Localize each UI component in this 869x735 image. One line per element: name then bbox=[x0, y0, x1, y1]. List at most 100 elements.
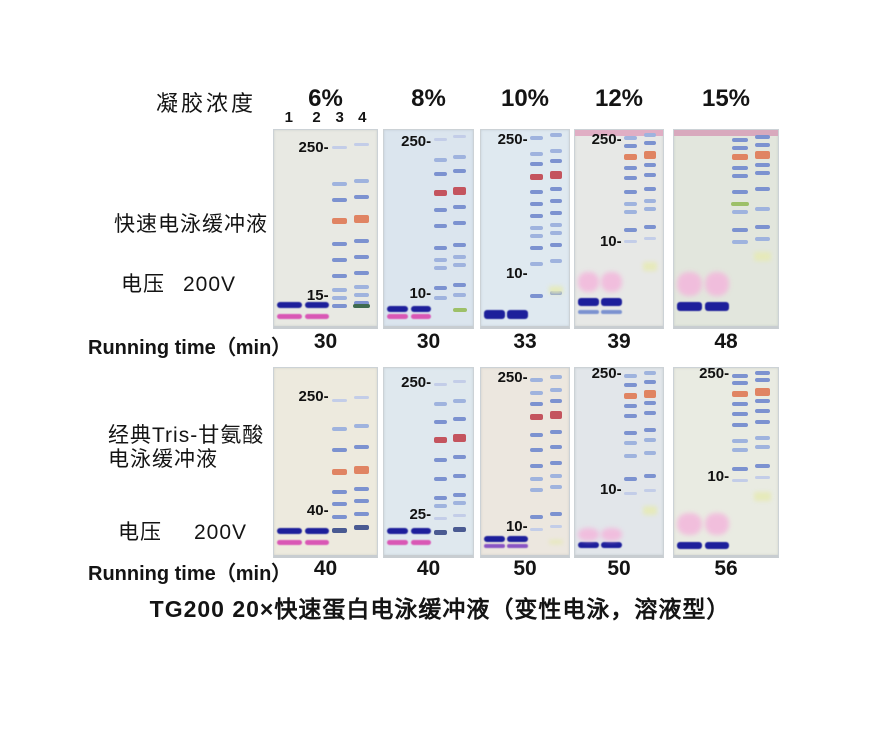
sample-band bbox=[277, 302, 302, 308]
ladder-band bbox=[433, 495, 448, 500]
ladder-band bbox=[624, 492, 638, 496]
ladder-band bbox=[755, 464, 770, 469]
ladder-band bbox=[755, 135, 770, 139]
gel-photo: 250- 40- bbox=[273, 367, 378, 558]
ladder-band bbox=[549, 199, 562, 203]
ladder-band bbox=[453, 513, 466, 517]
ladder-band bbox=[549, 231, 562, 235]
ladder-band bbox=[354, 271, 369, 275]
ladder-band bbox=[643, 473, 656, 478]
sample-band bbox=[483, 536, 505, 543]
ladder-band bbox=[624, 190, 638, 194]
extra-band bbox=[754, 252, 771, 261]
mw-marker-label: 250- bbox=[401, 374, 432, 392]
ladder-band bbox=[453, 293, 466, 297]
ladder-band bbox=[549, 387, 562, 392]
ladder-band bbox=[732, 467, 748, 472]
ladder-band bbox=[755, 143, 770, 147]
ladder-band bbox=[354, 239, 369, 243]
ladder-band bbox=[732, 154, 748, 160]
ladder-band bbox=[433, 296, 448, 300]
sample-band bbox=[483, 543, 505, 548]
sample-band bbox=[386, 528, 409, 535]
ladder-band bbox=[732, 478, 748, 482]
ladder-band bbox=[453, 243, 466, 247]
ladder-band bbox=[530, 174, 544, 180]
ladder-band bbox=[624, 440, 638, 445]
extra-band bbox=[754, 492, 771, 502]
ladder-band bbox=[453, 473, 466, 478]
ladder-band bbox=[643, 380, 656, 385]
ladder-band bbox=[549, 512, 562, 517]
ladder-band bbox=[530, 413, 544, 420]
ladder-band bbox=[433, 224, 448, 228]
lane-number: 1 bbox=[284, 109, 293, 126]
voltage-label: 电压 bbox=[121, 273, 165, 296]
ladder-band bbox=[549, 485, 562, 490]
ladder-band bbox=[453, 527, 466, 533]
ladder-band bbox=[732, 190, 748, 194]
running-time-value: 30 bbox=[313, 330, 338, 353]
ladder-band bbox=[354, 285, 369, 289]
ladder-band bbox=[433, 457, 448, 462]
voltage-row-fast: 电压 200V bbox=[121, 268, 236, 298]
ladder-band bbox=[453, 416, 466, 421]
concentration-label: 6% bbox=[308, 85, 343, 112]
ladder-band bbox=[433, 503, 448, 508]
dye-blob bbox=[577, 528, 599, 542]
sample-band bbox=[277, 314, 302, 319]
gel-photo: 250- 10- bbox=[480, 129, 570, 329]
buffer-label-classic-line1: 经典Tris-甘氨酸 bbox=[108, 424, 265, 447]
ladder-band bbox=[453, 205, 466, 209]
mw-marker-label: 10- bbox=[505, 517, 528, 535]
ladder-band bbox=[331, 146, 348, 149]
ladder-band bbox=[549, 374, 562, 379]
lane-number: 2 bbox=[312, 109, 321, 126]
buffer-label-classic: 经典Tris-甘氨酸 电泳缓冲液 bbox=[108, 424, 264, 472]
ladder-band bbox=[453, 155, 466, 159]
mw-marker-label: 10- bbox=[599, 233, 622, 250]
sample-band bbox=[410, 314, 432, 319]
ladder-band bbox=[755, 445, 770, 450]
ladder-band bbox=[331, 398, 348, 402]
ladder-band bbox=[755, 163, 770, 167]
ladder-band bbox=[530, 162, 544, 166]
ladder-band bbox=[624, 373, 638, 378]
ladder-band bbox=[530, 246, 544, 250]
ladder-band bbox=[433, 530, 448, 536]
ladder-band bbox=[530, 488, 544, 493]
ladder-band bbox=[643, 410, 656, 415]
ladder-band bbox=[732, 411, 748, 416]
running-time-label-classic: Running time（min） bbox=[88, 563, 292, 585]
gel-photo: 250- 10- bbox=[383, 129, 474, 329]
ladder-band bbox=[732, 138, 748, 142]
ladder-band bbox=[643, 450, 656, 455]
mw-marker-label: 250- bbox=[497, 131, 528, 148]
ladder-band bbox=[354, 293, 369, 297]
running-time-value: 40 bbox=[313, 557, 338, 580]
gel-photo bbox=[673, 129, 779, 329]
buffer-label-fast-text: 快速电泳缓冲液 bbox=[114, 213, 268, 236]
ladder-band bbox=[755, 370, 770, 375]
mw-marker-label: 10- bbox=[409, 285, 432, 302]
sample-band bbox=[410, 539, 432, 545]
ladder-band bbox=[433, 266, 448, 270]
ladder-band bbox=[433, 286, 448, 290]
ladder-band bbox=[530, 402, 544, 407]
ladder-band bbox=[433, 516, 448, 520]
ladder-band bbox=[732, 373, 748, 378]
ladder-band bbox=[732, 438, 748, 443]
ladder-band bbox=[530, 463, 544, 468]
sample-band bbox=[304, 302, 329, 308]
extra-band bbox=[548, 539, 563, 544]
ladder-band bbox=[354, 179, 369, 183]
ladder-band bbox=[624, 166, 638, 170]
sample-band bbox=[705, 541, 730, 549]
ladder-band bbox=[354, 255, 369, 259]
sample-band bbox=[677, 541, 703, 549]
ladder-band bbox=[530, 152, 544, 156]
ladder-band bbox=[354, 215, 369, 223]
ladder-band bbox=[755, 151, 770, 159]
ladder-band bbox=[549, 149, 562, 153]
